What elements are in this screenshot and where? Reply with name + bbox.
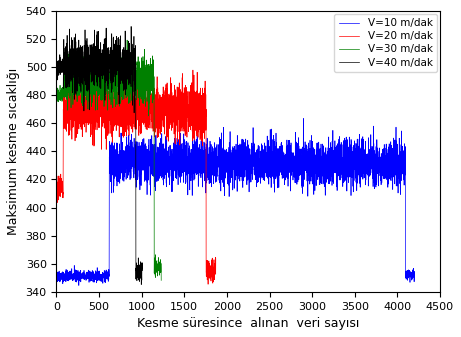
V=30 m/dak <box>53 92 59 96</box>
V=20 m/dak <box>67 133 72 137</box>
V=20 m/dak <box>122 68 128 72</box>
Line: V=40 m/dak: V=40 m/dak <box>56 27 142 284</box>
V=40 m/dak <box>76 41 82 45</box>
V=20 m/dak <box>206 261 212 265</box>
V=30 m/dak <box>154 270 160 274</box>
V=10 m/dak <box>53 273 59 277</box>
V=30 m/dak <box>126 92 132 96</box>
V=20 m/dak <box>76 114 81 118</box>
V=40 m/dak <box>140 269 145 273</box>
V=20 m/dak <box>138 94 143 98</box>
Y-axis label: Maksimum kesme sıcaklığı: Maksimum kesme sıcaklığı <box>7 68 20 235</box>
Line: V=10 m/dak: V=10 m/dak <box>56 119 414 285</box>
V=10 m/dak <box>360 154 366 158</box>
V=10 m/dak <box>301 117 306 121</box>
V=30 m/dak <box>159 278 164 282</box>
V=40 m/dak <box>128 25 134 29</box>
V=30 m/dak <box>124 38 130 42</box>
V=10 m/dak <box>249 141 254 145</box>
V=40 m/dak <box>111 68 117 72</box>
X-axis label: Kesme süresince  alınan  veri sayısı: Kesme süresince alınan veri sayısı <box>137 317 360 330</box>
Legend: V=10 m/dak, V=20 m/dak, V=30 m/dak, V=40 m/dak: V=10 m/dak, V=20 m/dak, V=30 m/dak, V=40… <box>334 14 437 72</box>
V=40 m/dak <box>53 68 59 72</box>
V=10 m/dak <box>172 146 177 150</box>
V=20 m/dak <box>194 134 200 138</box>
V=30 m/dak <box>120 84 125 88</box>
V=40 m/dak <box>69 66 75 70</box>
V=30 m/dak <box>99 88 104 92</box>
V=10 m/dak <box>76 283 82 287</box>
V=10 m/dak <box>412 270 417 274</box>
V=40 m/dak <box>56 64 62 68</box>
Line: V=20 m/dak: V=20 m/dak <box>56 70 216 284</box>
Line: V=30 m/dak: V=30 m/dak <box>56 40 161 280</box>
V=10 m/dak <box>396 167 401 172</box>
V=40 m/dak <box>86 54 91 58</box>
V=10 m/dak <box>294 155 299 159</box>
V=20 m/dak <box>53 193 59 197</box>
V=40 m/dak <box>138 282 144 286</box>
V=20 m/dak <box>213 257 219 261</box>
V=30 m/dak <box>123 93 128 97</box>
V=40 m/dak <box>90 46 95 50</box>
V=30 m/dak <box>59 97 65 101</box>
V=20 m/dak <box>205 282 211 286</box>
V=20 m/dak <box>202 136 207 141</box>
V=10 m/dak <box>224 156 229 160</box>
